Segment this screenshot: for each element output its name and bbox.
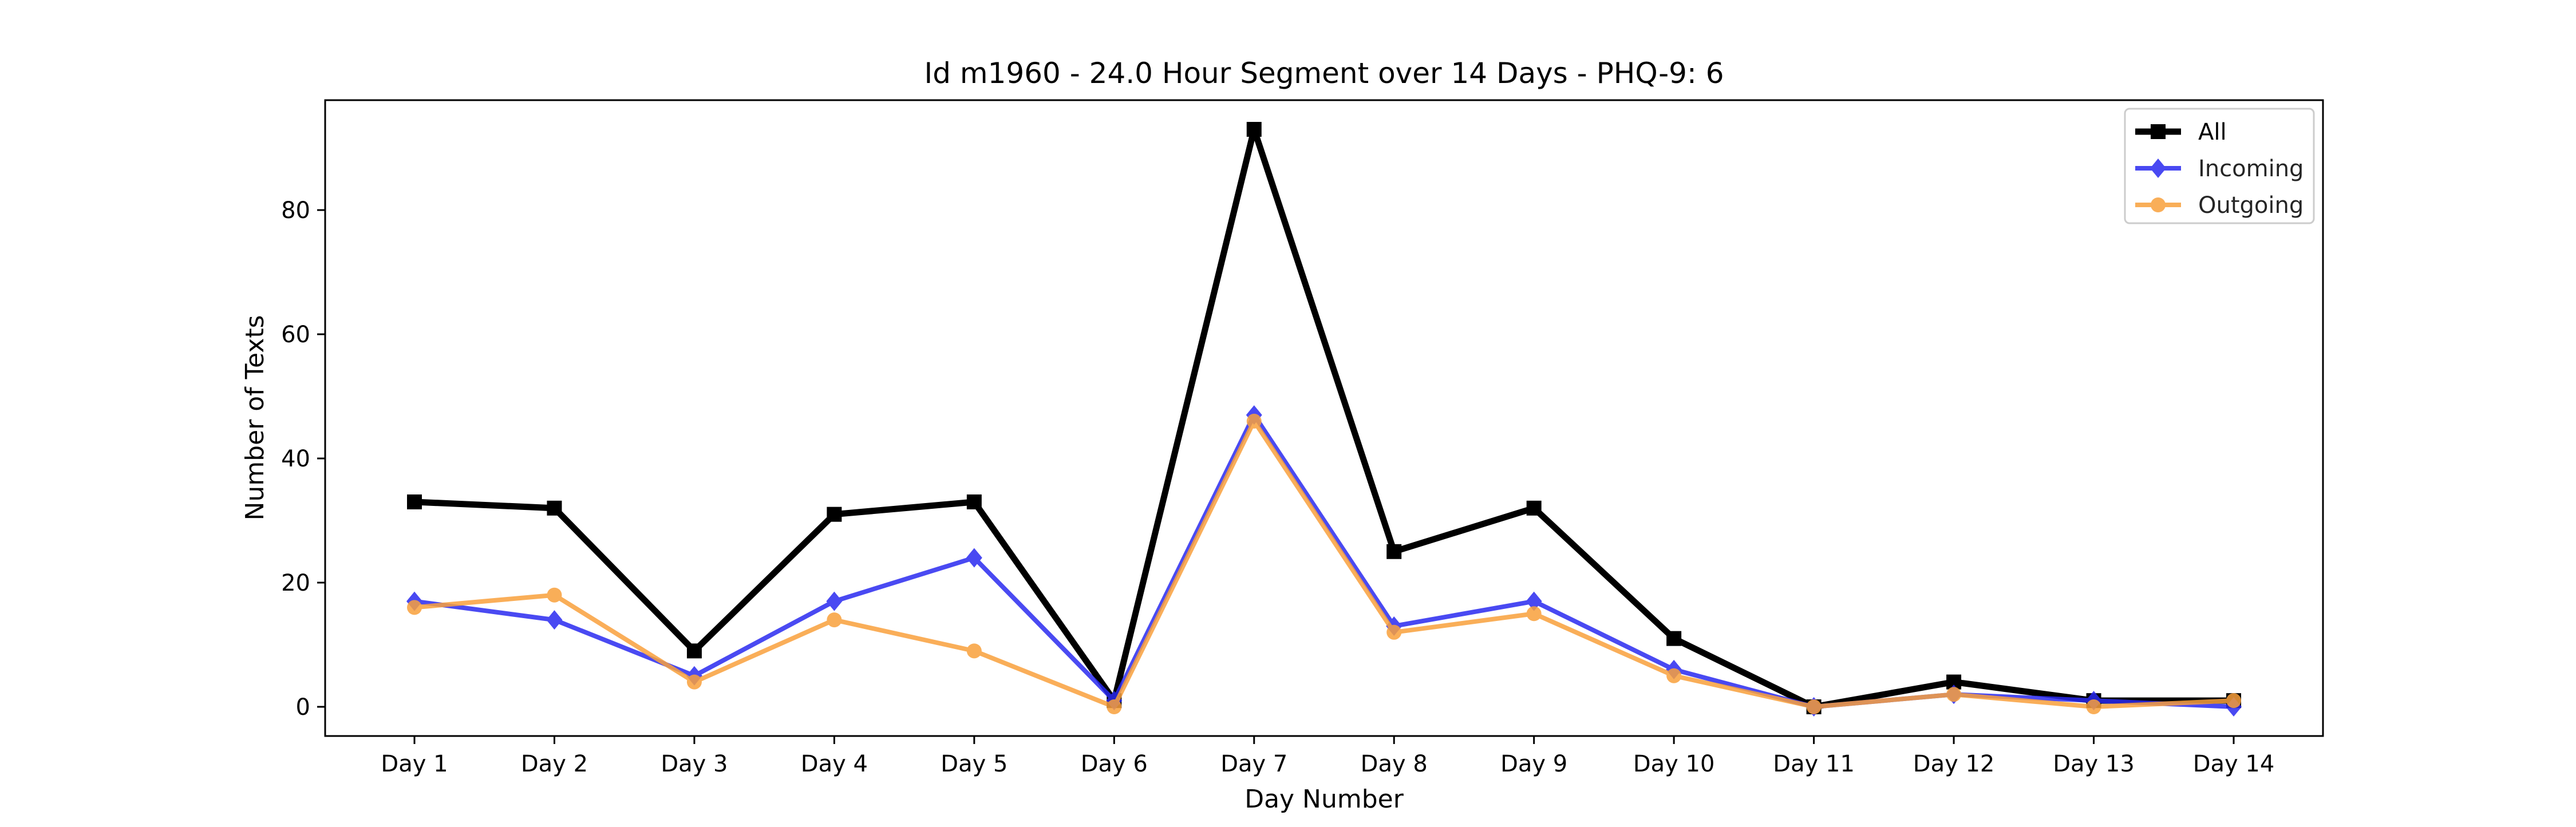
y-axis-label: Number of Texts [240,315,270,520]
data-point [2226,693,2241,709]
x-tick-label: Day 3 [661,751,728,777]
legend-item: All [2135,119,2227,145]
data-point [1246,121,1262,137]
x-tick-label: Day 6 [1081,751,1148,777]
y-tick-label: 40 [281,446,310,472]
x-tick-label: Day 11 [1773,751,1855,777]
data-point [1806,699,1822,715]
y-tick-label: 80 [281,197,310,224]
data-point [1946,687,1962,702]
x-tick-label: Day 9 [1500,751,1567,777]
data-point [827,612,842,628]
x-axis-label: Day Number [1244,785,1404,814]
data-point [1526,606,1542,622]
series-outgoing [407,413,2241,715]
x-tick-label: Day 8 [1361,751,1428,777]
data-point [1246,413,1262,429]
x-tick-label: Day 5 [941,751,1008,777]
x-tick-label: Day 10 [1633,751,1715,777]
data-point [1386,624,1402,640]
legend: All Incoming Outgoing [2124,108,2315,224]
y-tick-label: 20 [281,570,310,596]
data-point [407,494,422,509]
data-point [547,500,562,516]
data-point [686,643,702,659]
data-point [966,643,982,659]
data-point [546,610,563,630]
series-line [412,418,2236,710]
x-tick-label: Day 12 [1913,751,1995,777]
data-point [1526,591,1542,611]
data-point [686,674,702,690]
x-tick-label: Day 1 [381,751,448,777]
data-point [966,494,982,509]
x-tick-label: Day 2 [521,751,588,777]
data-point [1526,500,1542,516]
x-tick-label: Day 14 [2193,751,2275,777]
legend-item: Outgoing [2135,192,2304,219]
chart-title: Id m1960 - 24.0 Hour Segment over 14 Day… [924,57,1724,90]
legend-box [2124,108,2315,224]
data-point [826,591,843,611]
data-point [827,507,842,522]
y-tick-label: 60 [281,322,310,348]
data-point [1666,668,1682,683]
legend-item: Incoming [2135,156,2304,182]
legend-marker [2150,159,2166,178]
legend-marker [2151,197,2166,212]
data-point [547,587,562,603]
y-tick-label: 0 [296,694,310,721]
data-point [2086,699,2101,715]
legend-label: Outgoing [2198,192,2304,219]
series-line [411,126,2237,710]
x-tick-label: Day 4 [801,751,868,777]
data-point [966,548,982,568]
plot-layer: Day 1 Day 2 Day 3 Day 4 Day 5 Day 6 Day 7 Day 8… [281,99,2324,777]
legend-label: Incoming [2198,156,2304,182]
legend-marker [2151,124,2166,139]
data-point [1107,699,1122,715]
x-tick-label: Day 13 [2053,751,2135,777]
data-point [407,600,422,615]
data-point [1386,544,1402,559]
data-point [1666,631,1682,646]
plot-frame [324,99,2324,737]
x-tick-label: Day 7 [1220,751,1287,777]
legend-label: All [2198,119,2227,145]
